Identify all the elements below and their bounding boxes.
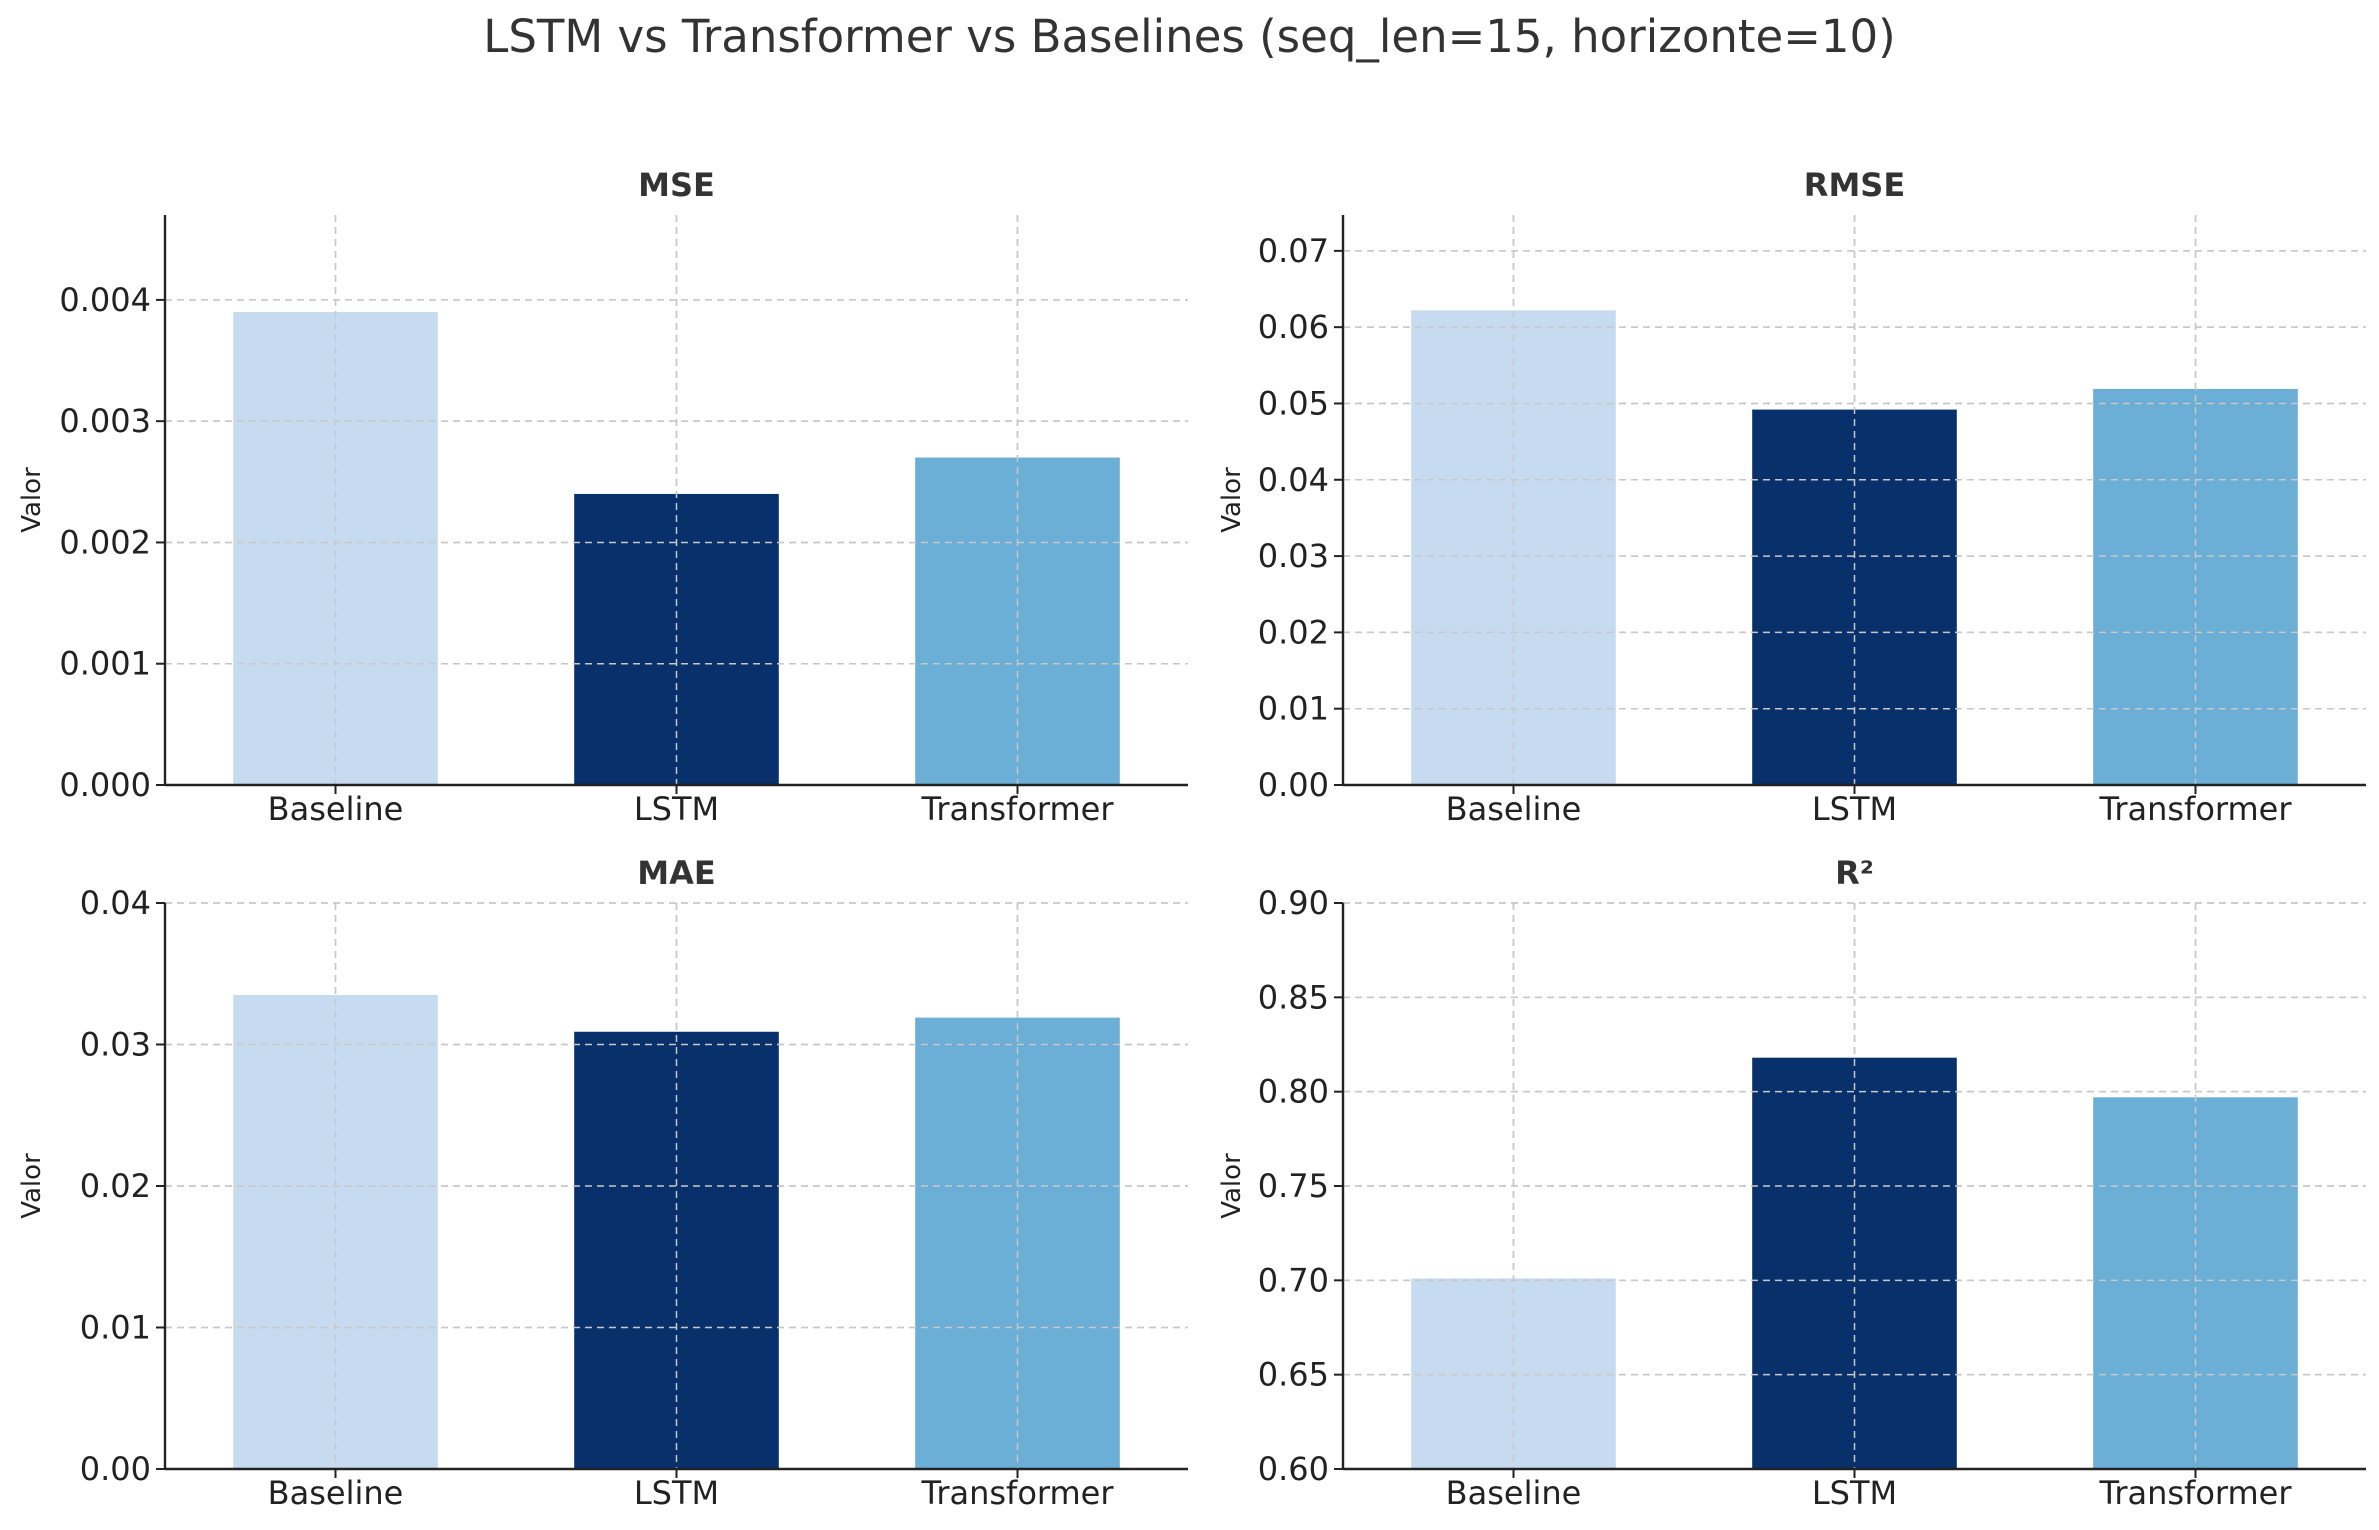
x-tick-label: Baseline xyxy=(1446,790,1582,828)
x-tick-label: Transformer xyxy=(920,790,1114,828)
y-tick-label: 0.001 xyxy=(59,645,151,683)
y-axis-label: Valor xyxy=(17,1153,47,1219)
x-tick-label: Baseline xyxy=(268,1474,404,1512)
y-tick-label: 0.90 xyxy=(1258,884,1329,922)
x-tick-label: LSTM xyxy=(634,1474,719,1512)
panel-r2: 0.60 0.65 0.70 0.75 0.80 0.85 0.90 Baseline LSTM… xyxy=(1217,854,2366,1512)
y-axis-label: Valor xyxy=(17,467,47,533)
y-tick-label: 0.03 xyxy=(80,1026,151,1064)
y-tick-label: 0.03 xyxy=(1258,537,1329,575)
x-tick-label: Baseline xyxy=(268,790,404,828)
y-axis-label: Valor xyxy=(1217,467,1247,533)
y-tick-label: 0.00 xyxy=(80,1450,151,1488)
y-tick-label: 0.04 xyxy=(80,884,151,922)
y-tick-label: 0.01 xyxy=(80,1309,151,1347)
y-tick-label: 0.04 xyxy=(1258,461,1329,499)
y-tick-label: 0.00 xyxy=(1258,766,1329,804)
y-tick-label: 0.02 xyxy=(80,1167,151,1205)
y-tick-label: 0.05 xyxy=(1258,384,1329,422)
x-tick-label: Transformer xyxy=(2098,790,2292,828)
x-tick-label: LSTM xyxy=(634,790,719,828)
x-tick-label: Transformer xyxy=(2098,1474,2292,1512)
y-tick-label: 0.60 xyxy=(1258,1450,1329,1488)
y-tick-label: 0.004 xyxy=(59,281,151,319)
y-tick-label: 0.000 xyxy=(59,766,151,804)
x-tick-label: LSTM xyxy=(1812,1474,1897,1512)
x-tick-label: Baseline xyxy=(1446,1474,1582,1512)
panel-title: R² xyxy=(1835,854,1874,892)
panel-title: RMSE xyxy=(1804,166,1905,204)
panel-rmse: 0.00 0.01 0.02 0.03 0.04 0.05 0.06 0.07 Baseline… xyxy=(1217,166,2366,828)
y-tick-label: 0.75 xyxy=(1258,1167,1329,1205)
y-tick-label: 0.80 xyxy=(1258,1073,1329,1111)
y-axis-label: Valor xyxy=(1217,1153,1247,1219)
y-tick-label: 0.07 xyxy=(1258,232,1329,270)
panel-mse: 0.000 0.001 0.002 0.003 0.004 Baseline LSTM Tra… xyxy=(17,166,1188,828)
x-tick-label: Transformer xyxy=(920,1474,1114,1512)
y-tick-label: 0.02 xyxy=(1258,613,1329,651)
panel-mae: 0.00 0.01 0.02 0.03 0.04 Baseline LSTM Transfor… xyxy=(17,854,1188,1512)
figure-title: LSTM vs Transformer vs Baselines (seq_le… xyxy=(483,10,1896,63)
y-tick-label: 0.01 xyxy=(1258,690,1329,728)
bar-rmse-transformer xyxy=(2093,388,2298,785)
bar-mse-transformer xyxy=(915,457,1120,785)
y-tick-label: 0.002 xyxy=(59,523,151,561)
panel-title: MAE xyxy=(637,854,715,892)
y-tick-label: 0.65 xyxy=(1258,1356,1329,1394)
y-tick-label: 0.85 xyxy=(1258,978,1329,1016)
bar-mse-baseline xyxy=(233,312,438,785)
x-tick-label: LSTM xyxy=(1812,790,1897,828)
y-tick-label: 0.70 xyxy=(1258,1261,1329,1299)
panel-title: MSE xyxy=(638,166,715,204)
y-tick-label: 0.06 xyxy=(1258,308,1329,346)
bar-rmse-lstm xyxy=(1752,409,1957,785)
y-tick-label: 0.003 xyxy=(59,402,151,440)
